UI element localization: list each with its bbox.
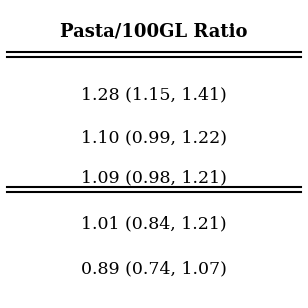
Text: Pasta/100GL Ratio: Pasta/100GL Ratio — [60, 23, 248, 41]
Text: 1.01 (0.84, 1.21): 1.01 (0.84, 1.21) — [81, 215, 227, 232]
Text: 1.28 (1.15, 1.41): 1.28 (1.15, 1.41) — [81, 87, 227, 104]
Text: 0.89 (0.74, 1.07): 0.89 (0.74, 1.07) — [81, 261, 227, 278]
Text: 1.09 (0.98, 1.21): 1.09 (0.98, 1.21) — [81, 169, 227, 186]
Text: 1.10 (0.99, 1.22): 1.10 (0.99, 1.22) — [81, 130, 227, 147]
